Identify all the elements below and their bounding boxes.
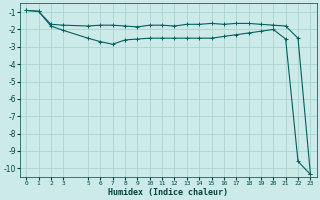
X-axis label: Humidex (Indice chaleur): Humidex (Indice chaleur): [108, 188, 228, 197]
